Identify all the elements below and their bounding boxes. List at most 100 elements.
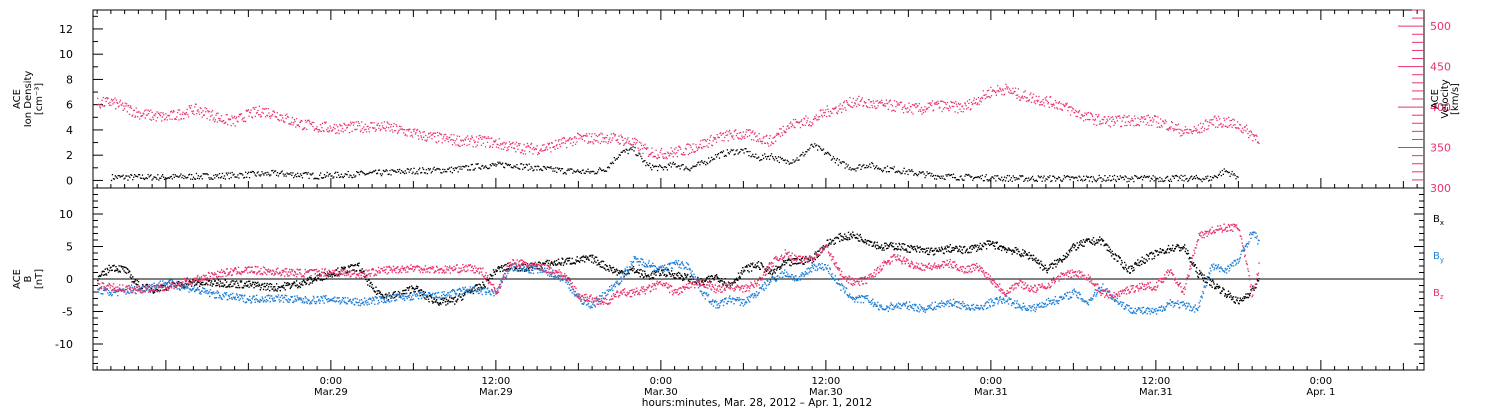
velocity-point bbox=[1046, 96, 1047, 97]
ion-density-point bbox=[739, 151, 740, 152]
ion-density-point bbox=[1181, 175, 1182, 176]
b-bx-point bbox=[637, 272, 638, 273]
b-bx-point bbox=[903, 243, 904, 244]
velocity-point bbox=[1163, 121, 1164, 122]
velocity-point bbox=[1018, 96, 1019, 97]
velocity-point bbox=[1258, 141, 1259, 142]
b-bx-point bbox=[920, 246, 921, 247]
b-bx-point bbox=[294, 282, 295, 283]
b-bx-point bbox=[788, 259, 789, 260]
b-bx-point bbox=[237, 283, 238, 284]
velocity-point bbox=[374, 122, 375, 123]
velocity-point bbox=[644, 147, 645, 148]
b-bx-point bbox=[847, 239, 848, 240]
b-bx-point bbox=[755, 267, 756, 268]
ion-density-point bbox=[689, 170, 690, 171]
ion-density-point bbox=[338, 174, 339, 175]
velocity-point bbox=[286, 118, 287, 119]
b-bx-point bbox=[968, 252, 969, 253]
ion-density-point bbox=[419, 168, 420, 169]
b-bx-point bbox=[255, 282, 256, 283]
b-bx-point bbox=[318, 277, 319, 278]
velocity-point bbox=[1131, 118, 1132, 119]
b-bx-point bbox=[302, 284, 303, 285]
b-bx-point bbox=[277, 290, 278, 291]
velocity-point bbox=[395, 130, 396, 131]
b-bx-point bbox=[718, 278, 719, 279]
velocity-point bbox=[968, 103, 969, 104]
velocity-point bbox=[782, 135, 783, 136]
velocity-point bbox=[924, 106, 925, 107]
b-bx-point bbox=[283, 285, 284, 286]
velocity-point bbox=[1126, 125, 1127, 126]
velocity-point bbox=[650, 154, 651, 155]
b-bx-point bbox=[1100, 239, 1101, 240]
velocity-point bbox=[176, 119, 177, 120]
b-by-point bbox=[125, 293, 126, 294]
b-bx-point bbox=[989, 245, 990, 246]
b-bx-point bbox=[1249, 295, 1250, 296]
b-bx-point bbox=[279, 287, 280, 288]
velocity-point bbox=[123, 110, 124, 111]
velocity-point bbox=[263, 113, 264, 114]
b-bx-point bbox=[1093, 237, 1094, 238]
ion-density-point bbox=[189, 174, 190, 175]
velocity-point bbox=[191, 105, 192, 106]
ion-density-point bbox=[1142, 179, 1143, 180]
velocity-point bbox=[1105, 123, 1106, 124]
ion-density-point bbox=[151, 179, 152, 180]
b-bx-point bbox=[105, 273, 106, 274]
ion-density-point bbox=[498, 163, 499, 164]
ion-density-point bbox=[845, 167, 846, 168]
ion-density-point bbox=[181, 177, 182, 178]
velocity-point bbox=[178, 109, 179, 110]
b-bx-point bbox=[252, 284, 253, 285]
b-bx-point bbox=[124, 267, 125, 268]
velocity-point bbox=[662, 156, 663, 157]
b-bx-point bbox=[956, 246, 957, 247]
velocity-point bbox=[644, 144, 645, 145]
velocity-point bbox=[1232, 119, 1233, 120]
velocity-point bbox=[1047, 103, 1048, 104]
b-bx-point bbox=[637, 269, 638, 270]
ion-density-point bbox=[1109, 175, 1110, 176]
velocity-y-tick-label: 500 bbox=[1430, 20, 1451, 33]
velocity-point bbox=[1032, 97, 1033, 98]
ion-density-point bbox=[555, 167, 556, 168]
velocity-point bbox=[173, 111, 174, 112]
b-bx-point bbox=[1100, 244, 1101, 245]
velocity-point bbox=[308, 120, 309, 121]
b-bx-point bbox=[196, 284, 197, 285]
velocity-point bbox=[1233, 125, 1234, 126]
velocity-point bbox=[250, 110, 251, 111]
b-bx-point bbox=[768, 273, 769, 274]
ion-density-point bbox=[648, 165, 649, 166]
b-bx-point bbox=[833, 244, 834, 245]
velocity-point bbox=[1202, 126, 1203, 127]
b-bx-point bbox=[1056, 260, 1057, 261]
velocity-point bbox=[1135, 118, 1136, 119]
b-bx-point bbox=[1153, 253, 1154, 254]
b-bx-point bbox=[1209, 284, 1210, 285]
velocity-point bbox=[1190, 129, 1191, 130]
ion-density-point bbox=[945, 174, 946, 175]
b-bx-point bbox=[673, 275, 674, 276]
ion-density-point bbox=[1161, 178, 1162, 179]
ion-density-point bbox=[817, 149, 818, 150]
velocity-point bbox=[238, 116, 239, 117]
velocity-point bbox=[234, 116, 235, 117]
ion-density-point bbox=[1094, 179, 1095, 180]
ion-density-point bbox=[913, 175, 914, 176]
ion-density-point bbox=[399, 169, 400, 170]
velocity-point bbox=[789, 123, 790, 124]
b-bx-point bbox=[598, 264, 599, 265]
velocity-point bbox=[674, 149, 675, 150]
velocity-point bbox=[268, 108, 269, 109]
b-bx-point bbox=[203, 284, 204, 285]
ion-density-point bbox=[1159, 177, 1160, 178]
b-bx-point bbox=[1073, 243, 1074, 244]
ion-density-point bbox=[375, 170, 376, 171]
velocity-point bbox=[1228, 117, 1229, 118]
velocity-point bbox=[107, 98, 108, 99]
velocity-point bbox=[1255, 139, 1256, 140]
